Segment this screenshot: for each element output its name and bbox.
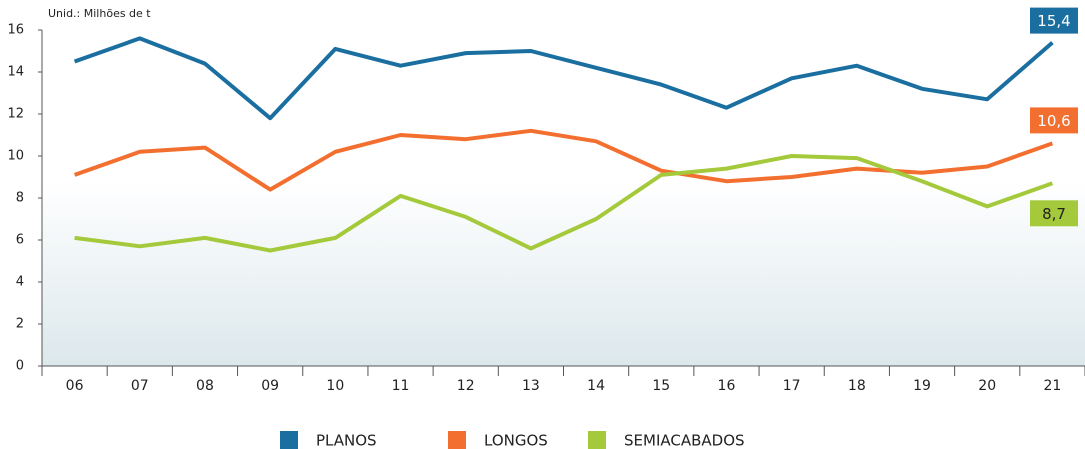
value-label-box [1030, 107, 1078, 134]
x-tick-label: 12 [457, 378, 475, 394]
value-label: 10,6 [1037, 112, 1070, 130]
y-tick-label: 10 [7, 149, 24, 164]
y-tick-label: 16 [7, 23, 24, 38]
series-line [73, 36, 1054, 121]
y-tick-label: 0 [16, 359, 24, 374]
legend-label: PLANOS [316, 432, 377, 449]
x-tick-label: 15 [652, 378, 670, 394]
legend-label: LONGOS [484, 432, 548, 449]
x-tick-label: 06 [66, 378, 84, 394]
value-label: 8,7 [1042, 205, 1066, 223]
x-tick-label: 11 [392, 378, 410, 394]
y-tick-label: 6 [16, 233, 24, 248]
y-tick-label: 14 [7, 65, 24, 80]
value-label: 15,4 [1037, 12, 1070, 30]
x-tick-label: 07 [131, 378, 149, 394]
x-tick-label: 09 [261, 378, 279, 394]
x-tick-label: 18 [848, 378, 866, 394]
y-tick-label: 8 [16, 191, 24, 206]
x-tick-label: 16 [718, 378, 736, 394]
plot-background [42, 30, 1085, 366]
legend-swatch [280, 431, 298, 449]
y-tick-label: 12 [7, 107, 24, 122]
x-tick-label: 20 [978, 378, 996, 394]
legend-swatch [448, 431, 466, 449]
x-tick-label: 17 [783, 378, 801, 394]
x-tick-label: 19 [913, 378, 931, 394]
x-tick-label: 14 [587, 378, 605, 394]
x-tick-label: 08 [196, 378, 214, 394]
legend-swatch [588, 431, 606, 449]
unit-label: Unid.: Milhões de t [48, 7, 151, 20]
x-tick-label: 13 [522, 378, 540, 394]
series-line [74, 154, 1054, 253]
value-label-box [1030, 200, 1078, 227]
x-tick-label: 10 [326, 378, 344, 394]
legend-label: SEMIACABADOS [624, 432, 745, 449]
value-label-box [1030, 7, 1078, 34]
x-tick-label: 21 [1043, 378, 1061, 394]
y-tick-label: 2 [16, 317, 24, 332]
y-tick-label: 4 [16, 275, 24, 290]
